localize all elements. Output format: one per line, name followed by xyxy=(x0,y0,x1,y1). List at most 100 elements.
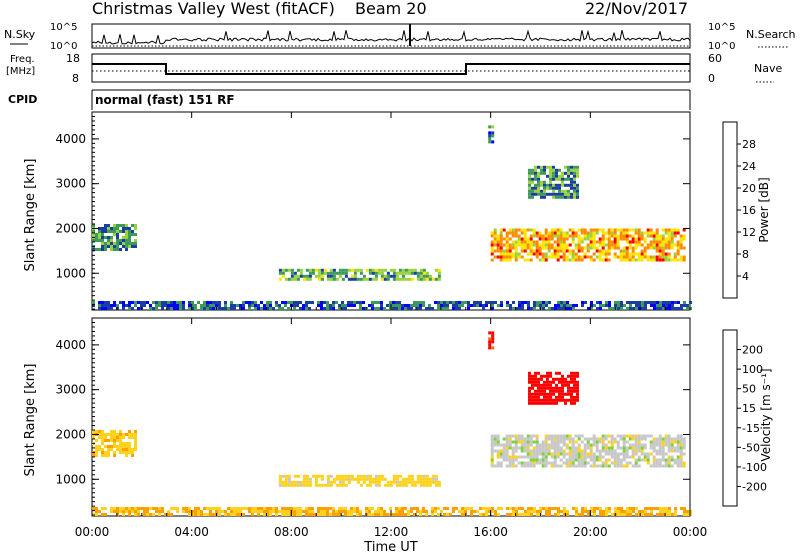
velocity-cell xyxy=(119,436,122,439)
velocity-cell xyxy=(515,510,518,513)
power-cell xyxy=(628,246,632,250)
power-cell xyxy=(538,258,542,262)
power-cell xyxy=(573,168,576,172)
power-cell xyxy=(640,255,644,259)
power-cell xyxy=(577,246,581,250)
velocity-cell xyxy=(559,464,563,468)
velocity-cell xyxy=(122,513,125,516)
velocity-cell xyxy=(667,464,671,468)
velocity-cell xyxy=(284,510,287,513)
velocity-cell xyxy=(607,446,611,450)
velocity-cell xyxy=(534,389,537,393)
power-cell xyxy=(296,268,300,272)
power-cell xyxy=(577,240,581,244)
power-cell xyxy=(565,243,569,247)
velocity-cell xyxy=(461,510,464,513)
velocity-cell xyxy=(374,483,378,487)
power-cell xyxy=(517,252,521,256)
power-cell xyxy=(317,301,320,304)
power-cell xyxy=(458,307,461,310)
velocity-cell xyxy=(634,461,638,465)
power-cell xyxy=(679,234,683,238)
power-cell xyxy=(589,228,593,232)
power-cell xyxy=(377,271,381,275)
power-cell xyxy=(218,304,221,307)
power-cell xyxy=(308,271,312,275)
power-cell xyxy=(647,301,650,304)
velocity-cell xyxy=(392,480,396,484)
velocity-cell xyxy=(662,513,665,516)
velocity-cell xyxy=(517,440,521,444)
velocity-cell xyxy=(583,452,587,456)
power-cell xyxy=(499,255,503,259)
velocity-cell xyxy=(305,483,309,487)
power-cell xyxy=(395,271,399,275)
velocity-cell xyxy=(575,507,578,510)
power-cell xyxy=(446,307,449,310)
velocity-cell xyxy=(314,480,318,484)
power-cell xyxy=(302,304,305,307)
power-cell xyxy=(595,231,599,235)
power-cell xyxy=(531,168,534,172)
velocity-cell xyxy=(158,513,161,516)
velocity-cell xyxy=(323,510,326,513)
velocity-cell xyxy=(416,477,420,481)
power-cell xyxy=(607,231,611,235)
velocity-cell xyxy=(490,464,494,468)
power-cell xyxy=(521,304,524,307)
velocity-cell xyxy=(601,434,605,438)
velocity-cell xyxy=(562,455,566,459)
power-cell xyxy=(534,192,537,196)
velocity-cell xyxy=(601,437,605,441)
power-cell xyxy=(440,304,443,307)
power-cell xyxy=(599,307,602,310)
power-cell xyxy=(422,268,426,272)
velocity-cell xyxy=(598,455,602,459)
velocity-cell xyxy=(552,386,555,390)
velocity-cell xyxy=(493,443,497,447)
power-cell xyxy=(496,246,500,250)
velocity-cell xyxy=(119,451,122,454)
velocity-cell xyxy=(218,510,221,513)
velocity-cell xyxy=(410,507,413,510)
velocity-cell xyxy=(532,452,536,456)
velocity-cell xyxy=(425,474,429,478)
power-ylabel: Slant Range [km] xyxy=(23,159,38,272)
power-cell xyxy=(206,304,209,307)
velocity-cell xyxy=(595,449,599,453)
power-cell xyxy=(620,304,623,307)
power-cell xyxy=(529,243,533,247)
velocity-cell xyxy=(389,480,393,484)
power-cell xyxy=(517,240,521,244)
velocity-cell xyxy=(203,507,206,510)
velocity-cell xyxy=(664,452,668,456)
power-cell xyxy=(652,231,656,235)
power-cell xyxy=(558,186,561,190)
velocity-cell xyxy=(586,443,590,447)
power-cell xyxy=(559,246,563,250)
power-cell xyxy=(266,307,269,310)
velocity-cell xyxy=(281,510,284,513)
velocity-cell xyxy=(356,480,360,484)
velocity-cell xyxy=(368,483,372,487)
power-cell xyxy=(646,234,650,238)
velocity-cell xyxy=(302,510,305,513)
power-cell xyxy=(517,243,521,247)
power-cell xyxy=(634,258,638,262)
power-cell xyxy=(629,304,632,307)
velocity-cell xyxy=(581,507,584,510)
power-cell xyxy=(564,165,567,169)
velocity-cell xyxy=(332,480,336,484)
power-cell xyxy=(122,236,125,239)
power-cell xyxy=(555,171,558,175)
velocity-cell xyxy=(655,440,659,444)
power-cell xyxy=(104,301,107,304)
power-cell xyxy=(113,227,116,230)
velocity-cell xyxy=(564,392,567,396)
velocity-cell xyxy=(365,474,369,478)
velocity-cell xyxy=(679,455,683,459)
velocity-cell xyxy=(622,437,626,441)
power-cell xyxy=(622,231,626,235)
power-cell xyxy=(565,234,569,238)
velocity-cell xyxy=(546,401,549,405)
